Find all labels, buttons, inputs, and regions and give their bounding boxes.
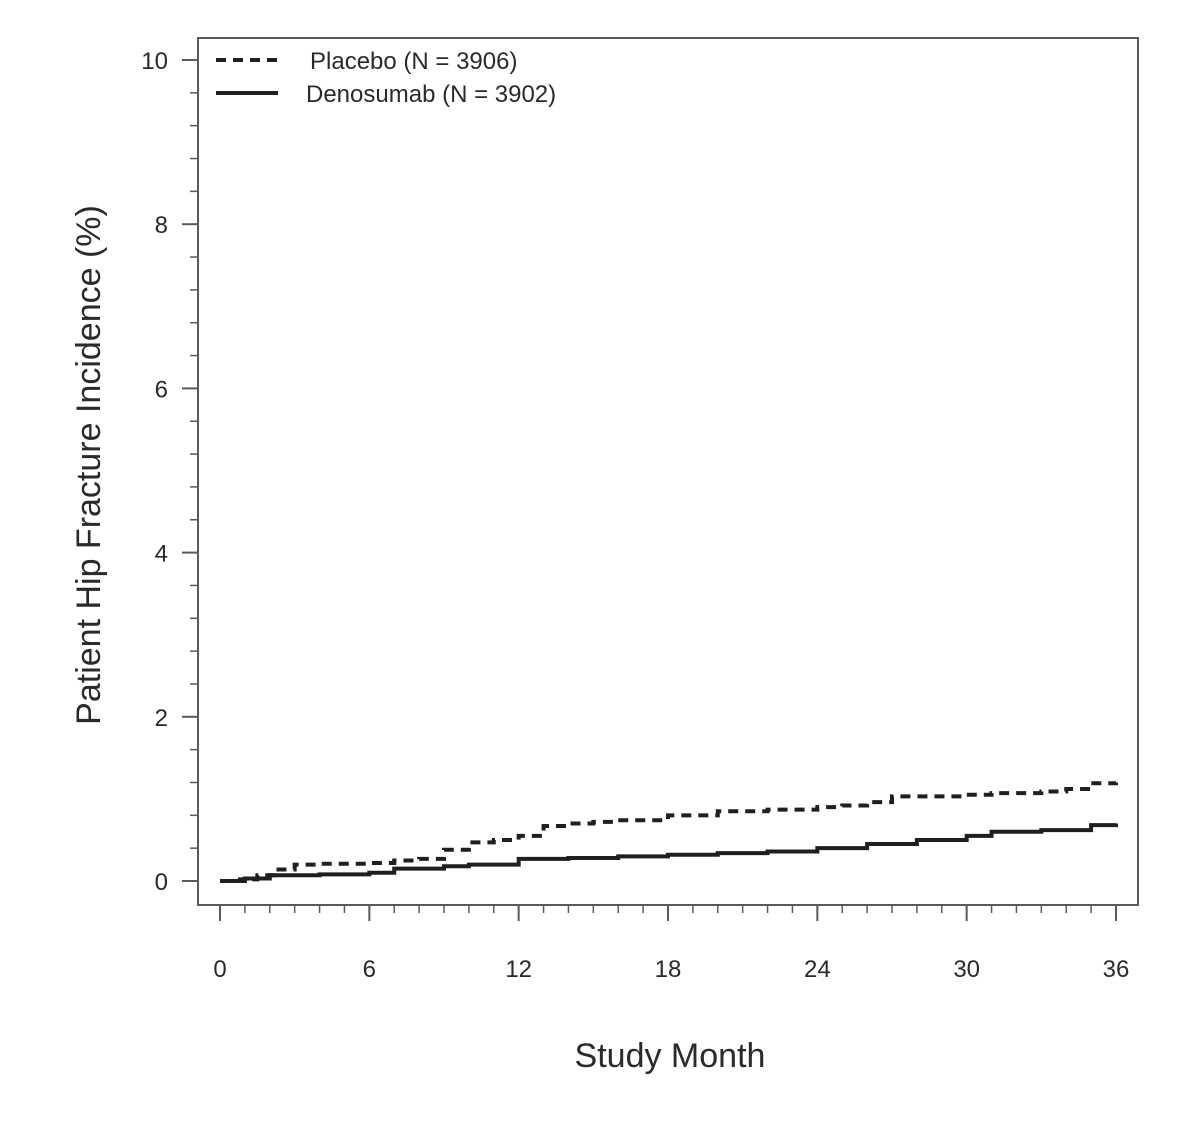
x-axis-title: Study Month [575, 1037, 766, 1075]
y-tick-label-8: 8 [155, 212, 168, 239]
plot-area-frame [197, 37, 1139, 906]
x-tick-label-24: 24 [804, 956, 831, 983]
x-tick-label-6: 6 [363, 956, 376, 983]
x-tick-label-36: 36 [1103, 956, 1130, 983]
x-tick-label-12: 12 [505, 956, 532, 983]
x-axis-ticks: 0 6 12 18 24 30 36 [213, 905, 1129, 983]
y-tick-label-6: 6 [155, 376, 168, 403]
y-tick-label-0: 0 [155, 869, 168, 896]
y-axis-ticks: 0 2 4 6 8 10 [141, 48, 198, 896]
x-tick-label-18: 18 [655, 956, 682, 983]
data-series [220, 781, 1118, 883]
legend-label-denosumab: Denosumab (N = 3902) [306, 81, 556, 108]
legend-label-placebo: Placebo (N = 3906) [310, 48, 517, 75]
y-tick-label-2: 2 [155, 705, 168, 732]
series-line-denosumab [220, 823, 1118, 883]
y-tick-label-4: 4 [155, 541, 168, 568]
series-line-placebo [220, 781, 1118, 883]
x-tick-label-0: 0 [213, 956, 226, 983]
legend: Placebo (N = 3906) Denosumab (N = 3902) [216, 48, 556, 108]
y-tick-label-10: 10 [141, 48, 168, 75]
x-tick-label-30: 30 [953, 956, 980, 983]
y-axis-title: Patient Hip Fracture Incidence (%) [70, 205, 108, 725]
